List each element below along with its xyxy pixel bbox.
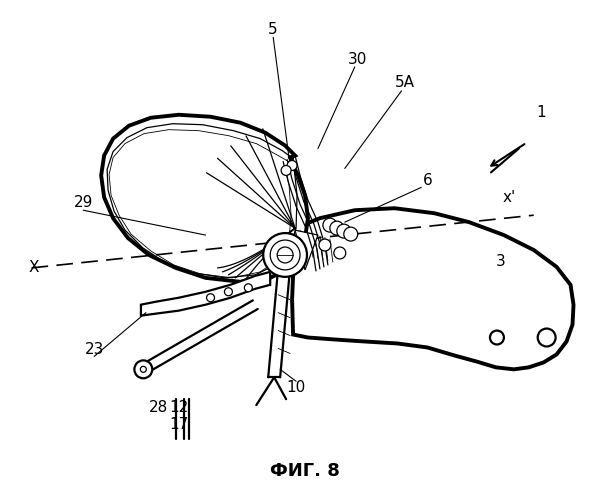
Circle shape	[490, 330, 504, 344]
Circle shape	[337, 224, 351, 238]
Text: X: X	[28, 260, 39, 276]
Text: 5А: 5А	[394, 76, 414, 90]
Circle shape	[330, 221, 344, 235]
Circle shape	[281, 166, 291, 175]
Circle shape	[334, 247, 346, 259]
Circle shape	[134, 360, 152, 378]
Circle shape	[287, 160, 297, 170]
Polygon shape	[292, 208, 574, 370]
Circle shape	[245, 284, 253, 292]
Circle shape	[344, 227, 358, 241]
Polygon shape	[101, 115, 308, 282]
Text: 29: 29	[74, 195, 93, 210]
Text: 6: 6	[422, 173, 432, 188]
Text: 30: 30	[348, 52, 367, 66]
Polygon shape	[295, 230, 318, 270]
Text: 23: 23	[85, 342, 104, 357]
Text: ФИГ. 8: ФИГ. 8	[270, 462, 340, 480]
Text: 17: 17	[169, 416, 188, 432]
Text: 5: 5	[268, 22, 278, 36]
Text: 1: 1	[536, 106, 546, 120]
Polygon shape	[141, 272, 270, 316]
Text: 12: 12	[169, 400, 188, 414]
Circle shape	[263, 233, 307, 277]
Circle shape	[323, 218, 337, 232]
Text: 3: 3	[496, 254, 506, 270]
Text: 28: 28	[149, 400, 169, 414]
Text: x': x'	[502, 190, 516, 205]
Circle shape	[224, 288, 232, 296]
Circle shape	[538, 328, 555, 346]
Text: 10: 10	[286, 380, 306, 394]
Circle shape	[207, 294, 215, 302]
Circle shape	[319, 239, 331, 251]
